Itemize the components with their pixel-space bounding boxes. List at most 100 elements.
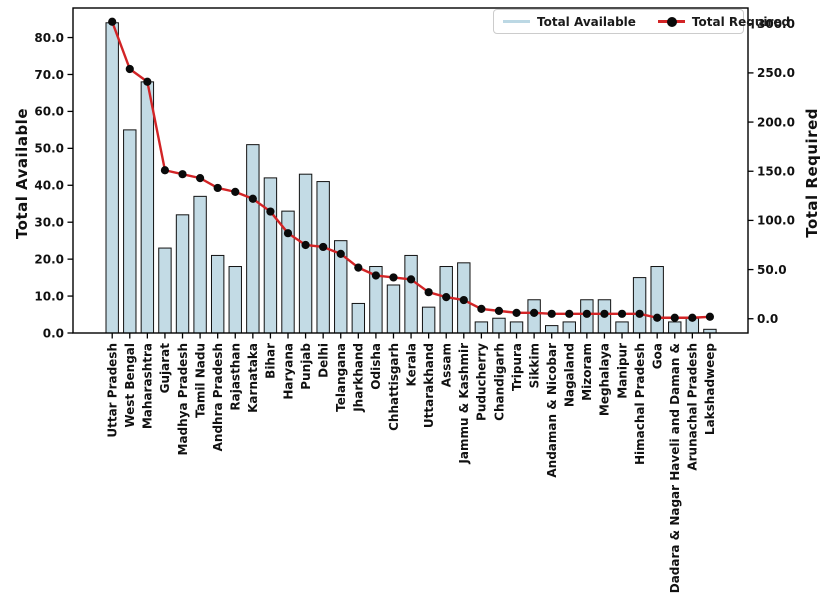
bar [650,266,664,334]
left-axis-title: Total Available [13,108,31,240]
bar [123,129,137,334]
legend-item-total-required: Total Required [657,14,791,29]
x-tick-label: Gujarat [158,343,172,394]
x-tick-label: Telangana [334,343,348,412]
line-marker [389,273,398,282]
available-line-swatch-icon [503,20,530,23]
x-tick-label: Jammu & Kashmir [457,343,471,465]
axis-ticks: 0.0 10.0 20.0 30.0 40.0 50.0 60.0 70.0 80.0 0.0 50… [34,17,795,593]
left-tick-label: 80.0 [34,31,64,45]
x-tick-label: Mizoram [580,343,594,401]
line-marker [600,309,609,318]
x-tick-label: Jharkhand [352,343,366,413]
x-tick-label: Odisha [369,343,383,390]
line-marker [670,313,679,322]
legend: Total Available Total Required [493,9,790,34]
line-marker [178,170,187,179]
left-tick-label: 40.0 [34,179,64,193]
x-tick-label: Punjab [299,343,313,390]
bar [562,321,576,334]
line-marker [688,313,697,322]
x-tick-label: Andhra Pradesh [211,343,225,451]
x-tick-label: Meghalaya [598,343,612,416]
x-tick-label: Bihar [264,343,278,379]
x-tick-label: Puducherry [475,343,489,421]
line-marker [196,174,205,183]
line-marker [494,306,504,315]
left-tick-label: 10.0 [34,289,64,303]
left-tick-label: 60.0 [34,105,64,119]
x-tick-label: Tamil Nadu [193,343,207,418]
bar [545,325,559,334]
line-marker [565,309,574,318]
bar [316,181,330,334]
x-tick-label: Kerala [404,343,418,386]
x-tick-label: Sikkim [527,343,541,388]
line-marker [248,194,257,203]
bar [668,321,682,334]
x-tick-label: Arunachal Pradesh [686,343,700,471]
bar [421,306,436,334]
x-tick-label: Haryana [281,343,295,400]
x-tick-label: Tripura [510,343,524,391]
line-marker [424,288,433,297]
bar [492,317,506,334]
right-tick-label: 250.0 [757,66,795,80]
line-marker [459,295,468,305]
x-tick-label: Uttar Pradesh [106,343,120,438]
x-tick-label: Dadara & Nagar Haveli and Daman & [668,343,682,593]
bar [140,81,155,334]
legend-item-total-available: Total Available [503,15,636,29]
line-marker [231,187,240,196]
x-tick-label: Himachal Pradesh [633,343,647,465]
bar [632,277,647,334]
x-tick-label: Lakshadweep [703,343,717,435]
marker-dot-icon [666,16,677,27]
line-marker [512,308,521,317]
bar [246,144,260,334]
line-marker [477,304,486,314]
line-marker [108,17,117,26]
right-tick-label: 300.0 [757,17,795,31]
right-tick-label: 0.0 [757,312,778,326]
bar [298,173,313,334]
right-tick-label: 200.0 [757,115,795,129]
left-tick-label: 30.0 [34,216,64,230]
x-tick-label: Manipur [615,343,629,399]
line-marker [160,166,170,175]
bar [105,22,119,334]
left-tick-label: 0.0 [43,326,64,340]
line-marker [653,313,662,322]
right-tick-label: 50.0 [757,263,787,277]
bar [263,177,278,334]
bar [228,266,242,334]
bar [386,284,401,334]
line-marker [301,240,310,250]
bar [175,214,190,334]
x-tick-label: Delhi [316,343,330,378]
x-tick-label: Andaman & Nicobar [545,343,559,478]
line-marker [406,275,416,284]
x-tick-label: Maharashtra [141,343,155,429]
line-marker [319,242,328,252]
x-tick-label: Goa [650,343,664,369]
line-marker [336,249,345,258]
line-marker [266,207,275,216]
x-tick-label: Karnataka [246,343,260,413]
line-marker [213,183,222,193]
bar [615,321,629,334]
required-line-group [108,17,715,322]
x-tick-label: Nagaland [563,343,577,407]
x-tick-label: Uttarakhand [422,343,436,428]
left-tick-label: 50.0 [34,142,64,156]
bar [474,321,489,334]
x-tick-label: West Bengal [123,343,137,428]
right-tick-label: 150.0 [757,165,795,179]
legend-label-total-required: Total Required [691,14,791,29]
line-marker [547,309,556,318]
left-tick-label: 20.0 [34,252,64,266]
legend-label-total-available: Total Available [537,14,636,29]
line-marker [582,309,591,318]
right-tick-label: 100.0 [757,214,795,228]
